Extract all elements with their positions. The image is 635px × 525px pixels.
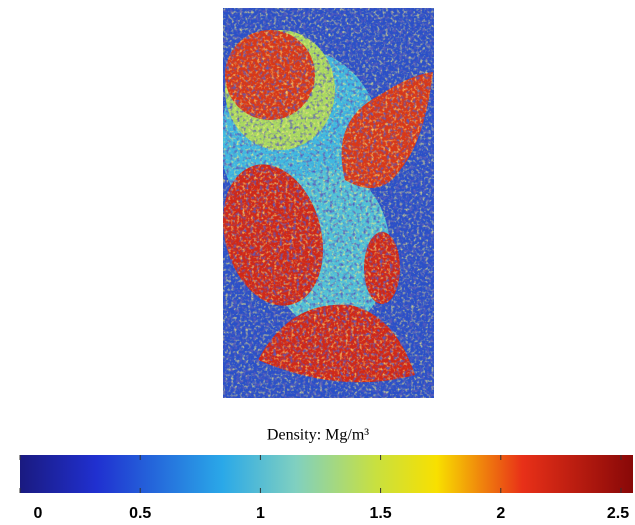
colorbar: [20, 455, 633, 493]
colorbar-tick-label: 2.5: [607, 505, 629, 522]
density-image: [223, 8, 434, 398]
colorbar-tick-label: 0: [34, 505, 43, 522]
colorbar-tick-label: 0.5: [129, 505, 151, 522]
colorbar-tick-label: 1: [256, 505, 265, 522]
colorbar-tick-label: 1.5: [369, 505, 391, 522]
colorbar-tick-label: 2: [496, 505, 505, 522]
colorbar-label: Density: Mg/m³: [267, 427, 369, 444]
colorbar-ticks: 0 0.5 1 1.5 2 2.5: [19, 455, 629, 522]
